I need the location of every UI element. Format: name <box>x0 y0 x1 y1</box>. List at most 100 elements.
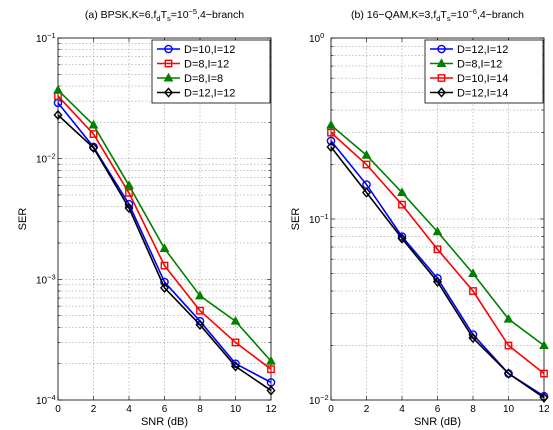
data-point <box>469 287 477 295</box>
data-point <box>326 119 336 129</box>
x-tick-label: 2 <box>91 404 97 415</box>
data-point <box>326 141 336 153</box>
series-4 <box>326 141 549 403</box>
data-point <box>230 361 241 372</box>
legend-entry: D=10,I=12 <box>184 44 235 56</box>
legend-entry: D=8,I=12 <box>457 59 502 71</box>
y-tick-label: 10−2 <box>36 152 56 166</box>
data-point <box>266 355 276 365</box>
legend-entry: D=8,I=12 <box>184 59 229 71</box>
legend-marker <box>437 44 446 54</box>
data-point <box>196 306 204 315</box>
series-4 <box>53 109 276 396</box>
data-point <box>159 243 170 253</box>
data-point <box>125 189 133 197</box>
chart-title: (a) BPSK,K=6,fdTs=10−5,4−branch <box>85 7 244 23</box>
data-point <box>432 226 443 236</box>
data-point <box>326 136 336 146</box>
x-axis-label: SNR (dB) <box>141 416 188 428</box>
x-tick-label: 4 <box>126 404 132 415</box>
data-point <box>88 119 99 129</box>
data-point <box>88 142 99 153</box>
x-tick-label: 4 <box>399 404 405 415</box>
data-point <box>433 245 442 254</box>
legend-marker <box>163 87 174 98</box>
data-point <box>159 282 170 294</box>
x-tick-label: 2 <box>364 404 370 415</box>
data-point <box>503 313 514 323</box>
y-tick-label: 10−1 <box>309 212 329 226</box>
data-point <box>539 392 549 403</box>
y-tick-label: 10−4 <box>36 393 56 407</box>
data-point <box>504 341 513 350</box>
series-2 <box>54 92 275 374</box>
series-line <box>57 114 272 392</box>
data-point <box>362 160 371 169</box>
data-point <box>327 128 335 137</box>
x-tick-label: 10 <box>230 404 242 415</box>
data-point <box>539 340 549 350</box>
data-point <box>89 130 98 138</box>
data-point <box>230 315 241 325</box>
data-point <box>53 109 63 121</box>
data-point <box>432 276 443 287</box>
chart-title: (b) 16−QAM,K=3,fdTs=10−6,4−branch <box>351 7 524 23</box>
legend-marker <box>164 59 173 68</box>
data-point <box>267 365 275 374</box>
data-point <box>160 277 169 287</box>
x-axis-label: SNR (dB) <box>414 416 461 428</box>
legend-entry: D=12,I=12 <box>184 88 235 100</box>
series-line <box>57 95 272 370</box>
y-tick-label: 10−1 <box>36 31 56 45</box>
y-tick-label: 10−2 <box>309 393 329 407</box>
data-point <box>468 268 478 277</box>
legend: D=10,I=12 D=8,I=12 D=8,I=8 D=12,I=12 <box>151 39 271 104</box>
series-3 <box>53 84 276 365</box>
y-tick-label: 10−3 <box>36 272 56 286</box>
data-point <box>361 187 372 198</box>
data-point <box>503 368 514 379</box>
data-point <box>195 319 205 330</box>
y-axis-label: SER <box>290 208 302 231</box>
y-axis-label: SER <box>17 208 29 231</box>
data-point <box>195 290 205 300</box>
x-tick-label: 6 <box>435 404 441 415</box>
data-point <box>397 233 407 244</box>
data-point <box>540 369 548 378</box>
chart-panel-b: 0 2 4 6 8 10 12 100 10−1 10−2 SNR (dB) SER (b) 16−QA… <box>290 7 550 428</box>
chart-panel-a: 0 2 4 6 8 10 12 10−1 10−2 10−3 10−4 SNR (dB) SER (a) … <box>17 7 277 428</box>
legend-marker <box>436 58 447 67</box>
x-tick-label: 0 <box>328 404 334 415</box>
data-point <box>468 332 478 344</box>
series-2 <box>326 119 549 350</box>
series-line <box>330 146 545 399</box>
data-point <box>160 261 169 270</box>
data-point <box>53 84 63 94</box>
data-point <box>397 232 407 241</box>
x-tick-label: 12 <box>265 404 277 415</box>
x-tick-label: 10 <box>503 404 515 415</box>
y-tick-label: 100 <box>309 31 324 45</box>
x-tick-label: 12 <box>538 404 550 415</box>
x-tick-label: 6 <box>162 404 168 415</box>
series-line <box>330 132 545 375</box>
legend-entry: D=12,I=12 <box>457 44 508 56</box>
series-3 <box>327 128 548 378</box>
legend-marker <box>436 87 447 98</box>
x-tick-label: 8 <box>470 404 476 415</box>
data-point <box>266 385 276 396</box>
data-point <box>231 338 240 347</box>
data-point <box>397 187 407 197</box>
x-tick-label: 0 <box>55 404 61 415</box>
legend-marker <box>437 74 446 82</box>
legend: D=12,I=12 D=8,I=12 D=10,I=14 D=12,I=14 <box>424 39 544 104</box>
legend-entry: D=8,I=8 <box>184 73 223 85</box>
legend-marker <box>164 44 173 54</box>
data-point <box>398 200 406 209</box>
legend-entry: D=10,I=14 <box>457 73 508 85</box>
legend-entry: D=12,I=14 <box>457 88 508 100</box>
x-tick-label: 8 <box>197 404 203 415</box>
data-point <box>361 150 372 159</box>
data-point <box>124 180 134 189</box>
